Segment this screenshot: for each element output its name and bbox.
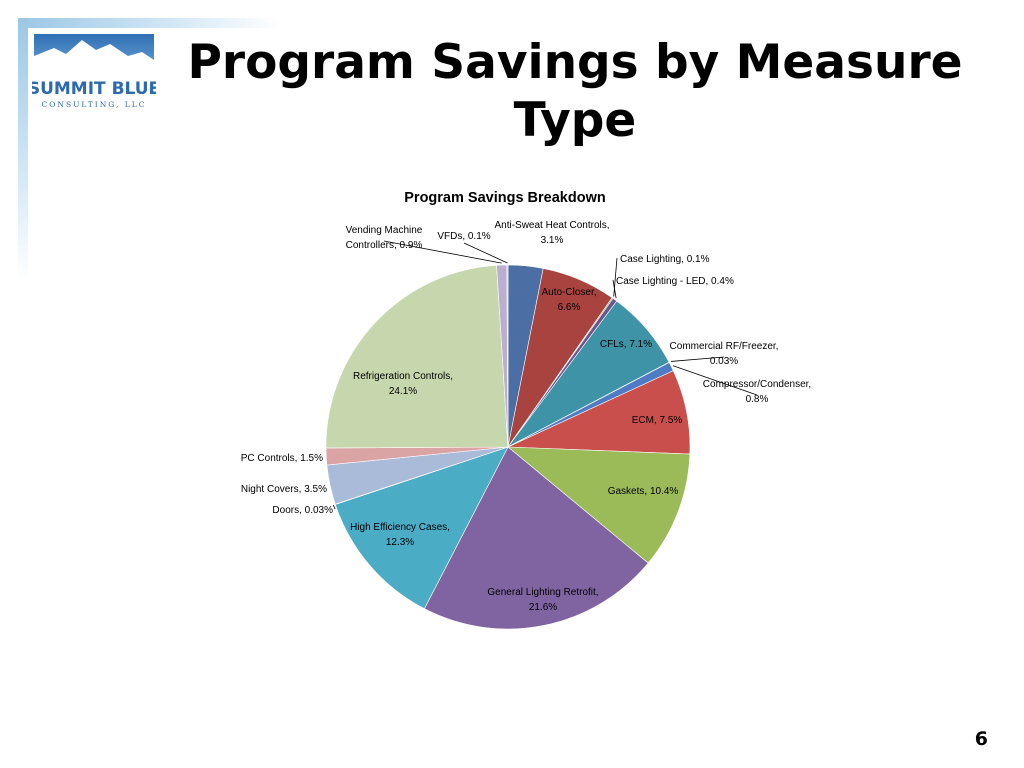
data-label: CFLs, 7.1% [600, 339, 652, 350]
data-label: Night Covers, 3.5% [241, 484, 327, 495]
leader-line [670, 356, 725, 362]
pie-slice [325, 265, 509, 449]
data-label: ECM, 7.5% [632, 415, 683, 426]
data-label: High Efficiency Cases, 12.3% [350, 522, 450, 548]
leader-line [383, 240, 502, 264]
top-accent-bar [18, 18, 280, 28]
data-label: Case Lighting - LED, 0.4% [616, 276, 734, 287]
leader-line [332, 504, 336, 510]
chart-title: Program Savings Breakdown [404, 190, 606, 206]
pie-slice [423, 446, 649, 630]
data-label: Auto-Closer, 6.6% [541, 287, 596, 313]
data-label: Commercial RF/Freezer, 0.03% [670, 341, 779, 367]
slide-title: Program Savings by Measure Type [187, 35, 963, 148]
data-label: Compressor/Condenser, 0.8% [703, 379, 811, 405]
data-label: Gaskets, 10.4% [608, 486, 679, 497]
summit-blue-logo: SUMMIT BLUE CONSULTING, LLC [32, 34, 156, 109]
pie-slice [506, 264, 509, 448]
data-label: Doors, 0.03% [272, 505, 333, 516]
leader-line [672, 365, 758, 396]
logo-name: SUMMIT BLUE [32, 79, 156, 99]
leader-line [613, 257, 618, 297]
leader-line [612, 279, 617, 299]
data-label: VFDs, 0.1% [437, 231, 490, 242]
logo-tagline: CONSULTING, LLC [42, 100, 147, 109]
data-label: Case Lighting, 0.1% [620, 254, 710, 265]
leader-line [463, 242, 508, 264]
data-label: General Lighting Retrofit, 21.6% [487, 587, 598, 613]
pie-slice [507, 446, 691, 564]
page-number: 6 [974, 728, 988, 750]
data-label: Anti-Sweat Heat Controls, 3.1% [494, 220, 609, 246]
data-label: PC Controls, 1.5% [241, 453, 323, 464]
data-label: Vending Machine Controllers, 0.9% [346, 225, 423, 251]
pie-slice [334, 446, 509, 610]
data-label: Refrigeration Controls, 24.1% [353, 371, 453, 397]
left-accent-bar [18, 18, 28, 280]
